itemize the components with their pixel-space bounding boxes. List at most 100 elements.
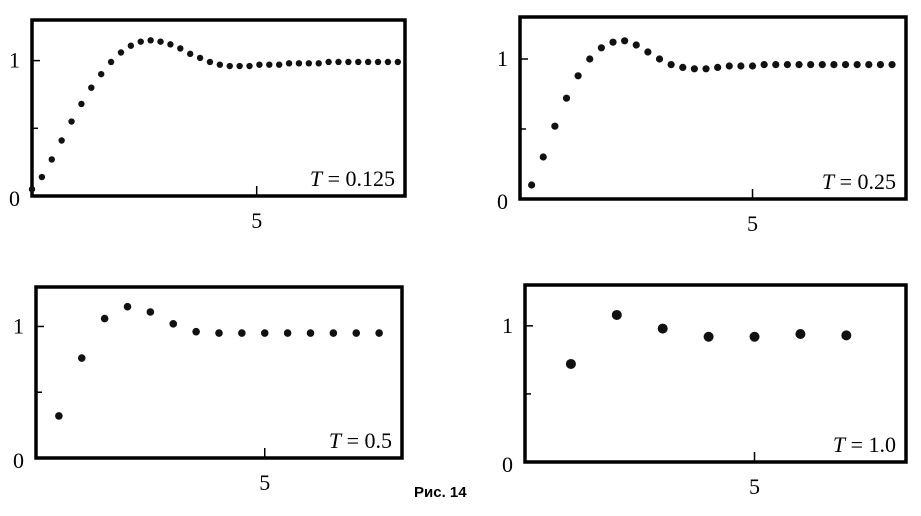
data-point	[528, 181, 536, 189]
data-point	[192, 327, 200, 336]
data-point	[586, 55, 594, 63]
data-point	[236, 62, 243, 70]
y-tick-label: 1	[13, 313, 24, 338]
y-tick-label: 0	[497, 189, 508, 214]
data-point	[888, 61, 896, 69]
data-point	[703, 331, 714, 342]
data-point	[830, 61, 838, 69]
data-point	[28, 186, 36, 193]
sampling-period-value: = 0.125	[322, 166, 395, 191]
x-tick-label: 5	[747, 211, 758, 236]
y-tick-label: 0	[502, 452, 513, 477]
data-point	[98, 70, 105, 78]
data-point	[88, 84, 95, 91]
data-point	[562, 94, 571, 102]
data-point	[58, 137, 65, 144]
data-point	[137, 38, 144, 45]
data-point	[295, 60, 303, 67]
sampling-period-value: = 0.5	[341, 428, 392, 453]
y-tick-label: 1	[9, 48, 20, 73]
plot-frame	[34, 285, 404, 460]
chart-panel-1: 0 1 5 T = 0.125	[9, 18, 407, 233]
data-point	[335, 58, 342, 66]
data-point	[305, 60, 313, 67]
data-point	[783, 61, 792, 69]
data-point	[679, 63, 687, 71]
data-point	[539, 153, 547, 161]
data-point	[206, 58, 214, 66]
data-point	[169, 320, 178, 328]
data-point	[364, 58, 372, 66]
data-point	[655, 55, 664, 63]
y-tick-label: 1	[497, 46, 508, 71]
data-point	[748, 62, 757, 70]
data-point	[117, 49, 125, 56]
data-point	[702, 65, 710, 73]
data-point	[186, 50, 194, 58]
data-point	[256, 61, 263, 68]
data-point	[127, 42, 135, 49]
data-point	[565, 358, 576, 369]
data-point	[690, 65, 698, 73]
data-point	[78, 100, 85, 108]
data-point	[352, 329, 361, 337]
data-point	[714, 63, 722, 71]
data-point	[853, 61, 861, 69]
data-point	[147, 37, 154, 44]
data-point	[807, 61, 815, 69]
data-point	[384, 58, 392, 66]
data-point	[841, 330, 852, 341]
data-point	[865, 61, 873, 69]
data-point	[123, 302, 132, 311]
y-tick-label: 0	[13, 448, 24, 473]
data-point	[374, 58, 382, 66]
data-point	[285, 60, 293, 67]
sampling-period-label: T = 1.0	[833, 432, 896, 457]
y-tick-label: 1	[502, 313, 513, 338]
data-point	[818, 61, 826, 69]
data-point	[146, 308, 155, 316]
data-point	[345, 58, 352, 66]
data-point	[306, 329, 315, 337]
data-point	[260, 329, 269, 337]
data-point	[275, 61, 283, 68]
sampling-period-symbol: T	[822, 169, 836, 194]
data-point	[283, 329, 292, 337]
data-point	[609, 38, 617, 46]
data-point	[644, 48, 652, 56]
data-point	[841, 61, 850, 69]
data-point	[611, 309, 622, 320]
sampling-period-label: T = 0.125	[310, 166, 395, 191]
data-point	[266, 61, 273, 68]
data-point	[737, 62, 745, 70]
sampling-period-symbol: T	[310, 166, 324, 191]
data-point	[38, 173, 46, 181]
data-point	[107, 58, 115, 66]
sampling-period-value: = 0.25	[834, 169, 896, 194]
data-point	[795, 329, 806, 340]
data-point	[574, 72, 582, 80]
data-point	[215, 329, 223, 337]
data-point	[795, 61, 803, 69]
data-point	[167, 41, 174, 48]
data-point	[246, 62, 253, 70]
y-tick-label: 0	[9, 186, 20, 211]
sampling-period-label: T = 0.5	[329, 428, 392, 453]
data-point	[760, 61, 768, 69]
chart-panel-2: 0 1 5 T = 0.25	[497, 15, 908, 236]
data-point	[48, 156, 55, 163]
x-tick-label: 5	[259, 470, 270, 495]
x-tick-label: 5	[749, 474, 760, 499]
data-point	[355, 58, 362, 66]
chart-panel-4: 0 1 5 T = 1.0	[502, 283, 908, 499]
data-point	[238, 329, 246, 337]
chart-panel-3: 0 1 5 T = 0.5	[13, 285, 404, 495]
data-point	[657, 323, 668, 334]
data-point	[77, 354, 86, 362]
data-point	[177, 45, 184, 52]
sampling-period-value: = 1.0	[845, 432, 896, 457]
data-point	[226, 62, 233, 70]
sampling-period-symbol: T	[833, 432, 847, 457]
data-point	[55, 412, 63, 420]
